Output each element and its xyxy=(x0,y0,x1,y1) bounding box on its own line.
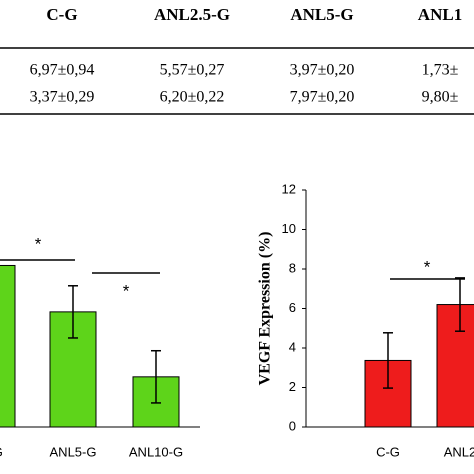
y-axis-label: VEGF Expression (%) xyxy=(257,232,274,386)
significance-mark: * xyxy=(424,257,431,276)
table-cell: 9,80± xyxy=(422,89,459,106)
x-tick-label: ANL10-G xyxy=(129,444,183,459)
x-tick-label: ANL5-G xyxy=(50,444,97,459)
x-tick-label: 5-G xyxy=(0,444,3,459)
x-tick-label: ANL2 xyxy=(444,444,474,459)
bar xyxy=(0,264,16,428)
significance-mark: * xyxy=(35,234,42,253)
y-tick-label: 2 xyxy=(289,379,296,394)
y-tick-label: 0 xyxy=(289,418,296,433)
y-tick-label: 8 xyxy=(289,260,296,275)
table-cell: 3,97±0,20 xyxy=(290,62,355,79)
table-cell: 3,37±0,29 xyxy=(30,89,95,106)
table-header: ANL2.5-G xyxy=(154,5,230,24)
y-tick-label: 4 xyxy=(289,339,296,354)
table-header: ANL1 xyxy=(418,5,462,24)
table-cell: 1,73± xyxy=(422,62,459,79)
bar xyxy=(436,304,474,428)
table-cell: 5,57±0,27 xyxy=(160,62,225,79)
y-tick-label: 6 xyxy=(289,300,296,315)
significance-mark: * xyxy=(123,281,130,300)
x-tick-label: C-G xyxy=(376,444,400,459)
table-cell: 6,20±0,22 xyxy=(160,89,225,106)
y-tick-label: 12 xyxy=(282,181,296,196)
table-cell: 7,97±0,20 xyxy=(290,89,355,106)
y-tick-label: 10 xyxy=(282,221,296,236)
table-header: ANL5-G xyxy=(290,5,353,24)
table-header: C-G xyxy=(46,5,77,24)
table-cell: 6,97±0,94 xyxy=(30,62,95,79)
